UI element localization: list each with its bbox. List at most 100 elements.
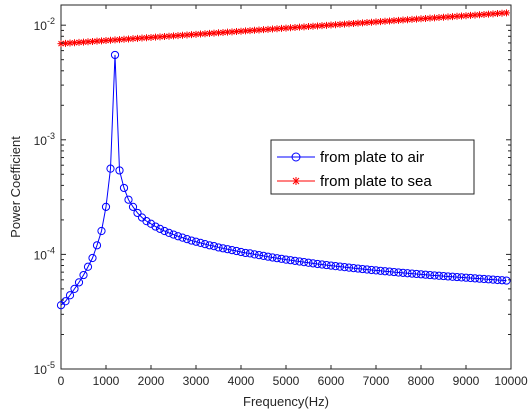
series-air-marker	[326, 261, 336, 270]
series-air-marker	[488, 275, 498, 284]
legend-marker-sea	[292, 177, 300, 185]
series-air-marker	[380, 267, 390, 276]
series-air-marker	[268, 253, 277, 262]
series-air-marker	[106, 164, 115, 173]
series-air-marker	[353, 264, 363, 273]
y-tick-label: 10-4	[34, 245, 55, 262]
series-air-marker	[254, 251, 264, 260]
series-air-marker	[142, 217, 151, 226]
series-sea-marker	[291, 24, 299, 31]
series-air-marker	[70, 284, 79, 293]
series-sea-marker	[444, 13, 452, 21]
series-air-marker	[214, 243, 223, 252]
series-air-marker	[151, 222, 160, 231]
series-air-marker	[448, 272, 457, 281]
series-air-marker	[358, 264, 367, 274]
series-air-marker	[65, 291, 75, 300]
series-air-marker	[479, 274, 489, 284]
series-air-marker	[362, 265, 372, 274]
x-tick-label: 10000	[494, 374, 528, 388]
series-air-marker	[178, 233, 187, 242]
series-air-marker	[191, 237, 201, 246]
legend-marker-air	[291, 152, 301, 162]
series-air-marker	[277, 254, 286, 263]
series-air-marker	[493, 275, 502, 285]
series-sea-marker	[480, 10, 488, 18]
series-sea-marker	[120, 35, 128, 43]
series-sea-marker	[300, 23, 308, 31]
series-air-marker	[466, 273, 475, 283]
series-sea-marker	[80, 38, 87, 46]
y-tick-label: 10-2	[34, 16, 55, 33]
series-air-marker	[155, 224, 165, 233]
series-sea-marker	[210, 29, 218, 37]
series-sea-marker	[111, 36, 119, 44]
x-tick-label: 6000	[318, 374, 345, 388]
series-sea-marker	[143, 34, 150, 42]
series-air-marker	[160, 226, 169, 236]
x-tick-label: 1000	[93, 374, 120, 388]
series-air-marker	[232, 246, 241, 256]
series-air-marker	[340, 263, 349, 272]
x-tick-label: 3000	[183, 374, 210, 388]
series-sea-marker	[237, 27, 245, 35]
series-air-marker	[439, 271, 448, 281]
series-air-marker	[124, 195, 133, 204]
legend-label-air: from plate to air	[320, 149, 424, 166]
legend-label-sea: from plate to sea	[320, 173, 432, 190]
y-tick-label: 10-3	[34, 131, 55, 148]
series-sea-marker	[309, 22, 317, 30]
series-air-marker	[403, 269, 412, 278]
series-air-marker	[398, 268, 408, 277]
series-air-marker	[416, 270, 426, 279]
series-sea-marker	[332, 21, 339, 29]
series-air-marker	[263, 252, 273, 261]
series-air-marker	[443, 272, 453, 281]
series-air-marker	[205, 241, 214, 250]
series-air-marker	[218, 244, 228, 253]
series-air-marker	[83, 262, 93, 271]
x-tick-label: 8000	[408, 374, 435, 388]
series-air-marker	[412, 269, 421, 279]
series-air-marker	[187, 236, 196, 245]
series-sea-marker	[363, 19, 371, 27]
x-tick-label: 4000	[228, 374, 255, 388]
series-air-marker	[259, 251, 268, 261]
series-air-marker	[394, 268, 403, 277]
series-air-marker	[304, 258, 313, 267]
series-air-marker	[200, 239, 210, 249]
series-air-marker	[97, 226, 106, 236]
series-air-marker	[430, 271, 439, 280]
series-air-marker	[182, 234, 192, 244]
series-sea-marker	[476, 11, 483, 19]
series-sea-marker	[183, 31, 191, 39]
series-air-marker	[79, 270, 88, 280]
series-air-marker	[331, 262, 340, 271]
series-air-marker	[421, 270, 430, 279]
x-tick-label: 2000	[138, 374, 165, 388]
series-air-marker	[344, 263, 354, 272]
series-air-marker	[169, 230, 178, 239]
series-sea-marker	[93, 37, 101, 45]
y-axis-label: Power Coefficient	[8, 136, 23, 238]
x-tick-label: 5000	[273, 374, 300, 388]
series-air-marker	[376, 266, 385, 275]
series-air-marker	[236, 247, 246, 257]
series-air-marker	[425, 270, 435, 280]
series-air-marker	[115, 166, 124, 175]
series-air-marker	[434, 271, 444, 280]
series-air-marker	[286, 256, 295, 265]
x-tick-label: 9000	[453, 374, 480, 388]
series-air-marker	[281, 255, 291, 264]
legend: from plate to air from plate to sea	[270, 139, 475, 195]
series-air-marker	[470, 274, 480, 283]
series-sea-marker	[125, 35, 132, 43]
series-air-marker	[461, 273, 471, 282]
series-air-marker	[119, 183, 129, 193]
series-air-marker	[146, 219, 156, 228]
series-sea-marker	[489, 10, 497, 18]
series-air-marker	[110, 50, 120, 60]
series-sea-marker	[390, 17, 398, 25]
series-air-marker	[250, 250, 259, 259]
